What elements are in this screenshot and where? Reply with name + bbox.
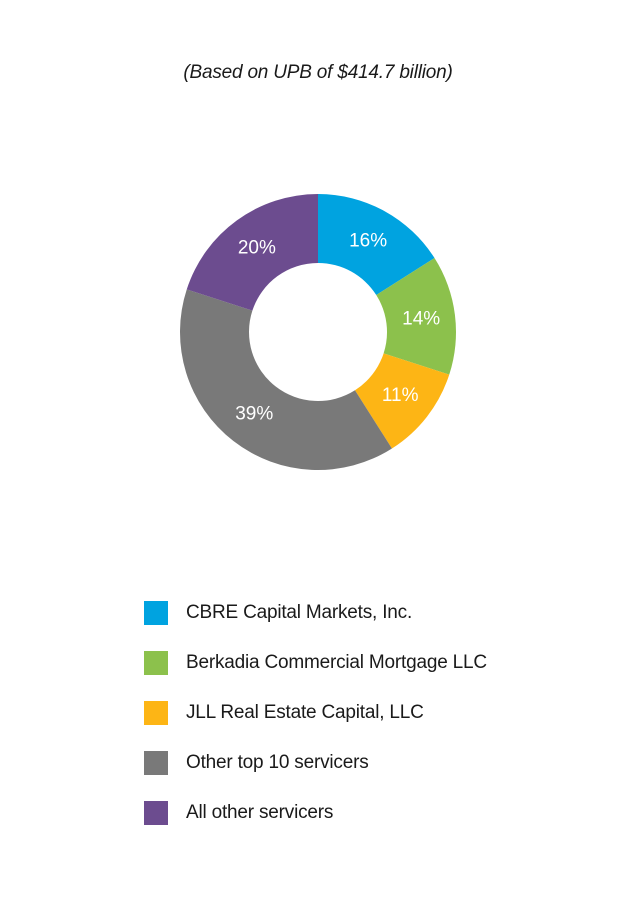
legend-item: Other top 10 servicers bbox=[144, 738, 584, 788]
legend-label: CBRE Capital Markets, Inc. bbox=[186, 602, 413, 623]
chart-subtitle: (Based on UPB of $414.7 billion) bbox=[183, 62, 453, 83]
legend-label: Other top 10 servicers bbox=[186, 752, 369, 773]
legend-item: CBRE Capital Markets, Inc. bbox=[144, 588, 584, 638]
slice-label-3: 11% bbox=[382, 385, 419, 406]
donut-slice-1 bbox=[318, 194, 435, 296]
legend-label: Berkadia Commercial Mortgage LLC bbox=[186, 652, 487, 673]
donut-slice-3 bbox=[354, 353, 450, 449]
donut-slice-2 bbox=[376, 258, 456, 375]
legend-item: All other servicers bbox=[144, 788, 584, 838]
legend-swatch bbox=[144, 801, 168, 825]
legend-item: Berkadia Commercial Mortgage LLC bbox=[144, 638, 584, 688]
chart-legend: CBRE Capital Markets, Inc. Berkadia Comme… bbox=[144, 588, 584, 838]
donut-slice-5 bbox=[186, 194, 318, 311]
slice-label-2: 14% bbox=[402, 308, 440, 329]
slice-label-1: 16% bbox=[349, 230, 387, 251]
legend-swatch bbox=[144, 701, 168, 725]
donut-chart: 16% 14% 11% 39% 20% bbox=[180, 194, 456, 470]
legend-swatch bbox=[144, 751, 168, 775]
legend-label: All other servicers bbox=[186, 802, 334, 823]
slice-label-4: 39% bbox=[235, 404, 273, 425]
donut-slices bbox=[180, 194, 456, 470]
legend-swatch bbox=[144, 651, 168, 675]
legend-swatch bbox=[144, 601, 168, 625]
donut-slice-4 bbox=[180, 289, 392, 470]
donut-slice-labels: 16% 14% 11% 39% 20% bbox=[235, 230, 440, 424]
slice-label-5: 20% bbox=[238, 237, 276, 258]
legend-label: JLL Real Estate Capital, LLC bbox=[186, 702, 424, 723]
legend-item: JLL Real Estate Capital, LLC bbox=[144, 688, 584, 738]
